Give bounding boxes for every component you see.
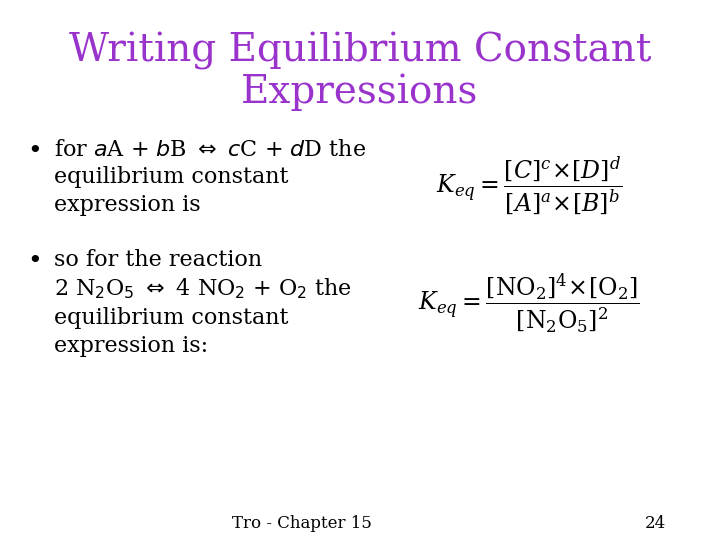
Text: Writing Equilibrium Constant: Writing Equilibrium Constant (68, 32, 652, 70)
Text: equilibrium constant: equilibrium constant (54, 166, 289, 188)
Text: •: • (27, 251, 42, 273)
Text: •: • (27, 140, 42, 163)
Text: expression is:: expression is: (54, 335, 208, 357)
Text: Tro - Chapter 15: Tro - Chapter 15 (233, 515, 372, 532)
Text: for $\mathit{a}$A + $\mathit{b}$B $\Leftrightarrow$ $\mathit{c}$C + $\mathit{d}$: for $\mathit{a}$A + $\mathit{b}$B $\Left… (54, 139, 366, 160)
Text: Expressions: Expressions (241, 73, 479, 111)
Text: expression is: expression is (54, 194, 201, 215)
Text: $K_{eq} = \dfrac{[C]^{c}\!\times\![D]^{d}}{[A]^{a}\!\times\![B]^{b}}$: $K_{eq} = \dfrac{[C]^{c}\!\times\![D]^{d… (436, 154, 623, 215)
Text: $K_{eq} = \dfrac{[\mathrm{NO}_2]^{4}\!\times\![\mathrm{O}_2]}{[\mathrm{N}_2\math: $K_{eq} = \dfrac{[\mathrm{NO}_2]^{4}\!\t… (418, 272, 640, 335)
Text: equilibrium constant: equilibrium constant (54, 307, 289, 328)
Text: 2 N$_2$O$_5$ $\Leftrightarrow$ 4 NO$_2$ + O$_2$ the: 2 N$_2$O$_5$ $\Leftrightarrow$ 4 NO$_2$ … (54, 276, 351, 301)
Text: 24: 24 (644, 515, 666, 532)
Text: so for the reaction: so for the reaction (54, 249, 262, 271)
